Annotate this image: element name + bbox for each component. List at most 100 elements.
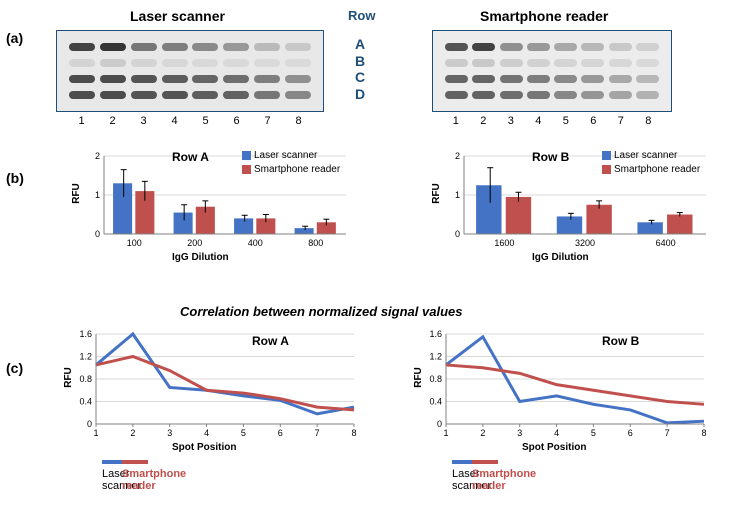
blot-spot bbox=[131, 59, 157, 68]
y-axis-label: RFU bbox=[71, 183, 82, 204]
blot-spot bbox=[223, 59, 249, 68]
svg-text:6400: 6400 bbox=[656, 238, 676, 248]
svg-text:4: 4 bbox=[554, 428, 559, 438]
col-number: 4 bbox=[172, 115, 178, 127]
svg-text:1600: 1600 bbox=[494, 238, 514, 248]
title-smartphone-reader: Smartphone reader bbox=[480, 8, 608, 24]
col-number: 8 bbox=[645, 115, 651, 127]
svg-text:0.8: 0.8 bbox=[79, 374, 92, 384]
svg-text:5: 5 bbox=[241, 428, 246, 438]
blot-spot bbox=[162, 43, 188, 52]
legend-smartphone: Smartphone reader bbox=[242, 164, 340, 175]
blot-spot bbox=[223, 75, 249, 84]
blot-spot bbox=[285, 43, 311, 52]
blot-image-laser bbox=[56, 30, 324, 112]
blot-spot bbox=[131, 91, 157, 100]
col-number: 7 bbox=[618, 115, 624, 127]
blot-spot bbox=[609, 59, 632, 68]
correlation-title: Correlation between normalized signal va… bbox=[180, 304, 462, 319]
svg-text:2: 2 bbox=[95, 151, 100, 161]
title-laser-scanner: Laser scanner bbox=[130, 8, 225, 24]
col-number: 6 bbox=[590, 115, 596, 127]
blot-spot bbox=[472, 43, 495, 52]
svg-text:3: 3 bbox=[167, 428, 172, 438]
line-chart-row-b: 00.40.81.21.612345678Row BRFUSpot Positi… bbox=[412, 326, 712, 466]
svg-text:800: 800 bbox=[308, 238, 323, 248]
blot-spot bbox=[636, 75, 659, 84]
blot-spot bbox=[192, 59, 218, 68]
svg-text:0: 0 bbox=[87, 419, 92, 429]
svg-text:0.8: 0.8 bbox=[429, 374, 442, 384]
svg-text:8: 8 bbox=[351, 428, 356, 438]
col-number: 8 bbox=[296, 115, 302, 127]
svg-text:1.2: 1.2 bbox=[429, 352, 442, 362]
blot-spot bbox=[554, 75, 577, 84]
col-number: 6 bbox=[234, 115, 240, 127]
bar-chart-row-b: 012160032006400Row BRFUIgG DilutionLaser… bbox=[432, 148, 712, 258]
blot-spot bbox=[609, 43, 632, 52]
svg-text:4: 4 bbox=[204, 428, 209, 438]
blot-spot bbox=[527, 91, 550, 100]
col-number: 3 bbox=[141, 115, 147, 127]
panel-a-label: (a) bbox=[6, 30, 23, 46]
svg-text:6: 6 bbox=[278, 428, 283, 438]
x-axis-label: IgG Dilution bbox=[172, 252, 229, 263]
chart-title: Row A bbox=[172, 150, 209, 164]
blot-spot bbox=[636, 91, 659, 100]
blot-spot bbox=[69, 43, 95, 52]
blot-spot bbox=[100, 75, 126, 84]
col-number: 5 bbox=[563, 115, 569, 127]
blot-spot bbox=[254, 43, 280, 52]
legend-laser: Laser scanner bbox=[242, 150, 317, 161]
blot-spot bbox=[131, 75, 157, 84]
x-axis-label: Spot Position bbox=[172, 442, 236, 453]
col-number: 4 bbox=[535, 115, 541, 127]
svg-text:1.2: 1.2 bbox=[79, 352, 92, 362]
blot-spot bbox=[445, 59, 468, 68]
blot-spot bbox=[254, 91, 280, 100]
blot-image-smartphone bbox=[432, 30, 672, 112]
legend-smartphone: Smartphone reader bbox=[602, 164, 700, 175]
blot-spot bbox=[162, 75, 188, 84]
blot-spot bbox=[223, 91, 249, 100]
blot-spot bbox=[162, 59, 188, 68]
blot-spot bbox=[472, 91, 495, 100]
blot-spot bbox=[69, 59, 95, 68]
blot-spot bbox=[100, 59, 126, 68]
blot-spot bbox=[609, 75, 632, 84]
col-number: 3 bbox=[508, 115, 514, 127]
svg-text:0: 0 bbox=[455, 229, 460, 239]
legend-laser: Laser scanner bbox=[602, 150, 677, 161]
svg-text:6: 6 bbox=[628, 428, 633, 438]
blot-spot bbox=[472, 59, 495, 68]
blot-spot bbox=[500, 75, 523, 84]
blot-spot bbox=[285, 91, 311, 100]
svg-text:2: 2 bbox=[130, 428, 135, 438]
svg-text:7: 7 bbox=[315, 428, 320, 438]
col-number: 5 bbox=[203, 115, 209, 127]
blot-spot bbox=[192, 43, 218, 52]
blot-spot bbox=[445, 43, 468, 52]
svg-text:8: 8 bbox=[701, 428, 706, 438]
col-number: 2 bbox=[110, 115, 116, 127]
svg-text:0: 0 bbox=[95, 229, 100, 239]
svg-text:3200: 3200 bbox=[575, 238, 595, 248]
blot-spot bbox=[581, 91, 604, 100]
svg-text:0.4: 0.4 bbox=[79, 397, 92, 407]
col-number: 1 bbox=[453, 115, 459, 127]
blot-spot bbox=[527, 43, 550, 52]
blot-spot bbox=[527, 59, 550, 68]
blot-spot bbox=[254, 59, 280, 68]
y-axis-label: RFU bbox=[431, 183, 442, 204]
col-number: 7 bbox=[265, 115, 271, 127]
blot-spot bbox=[609, 91, 632, 100]
svg-text:1: 1 bbox=[455, 190, 460, 200]
svg-text:5: 5 bbox=[591, 428, 596, 438]
svg-text:100: 100 bbox=[127, 238, 142, 248]
blot-spot bbox=[636, 43, 659, 52]
chart-title: Row A bbox=[252, 334, 289, 348]
blot-spot bbox=[162, 91, 188, 100]
svg-text:1.6: 1.6 bbox=[79, 329, 92, 339]
blot-spot bbox=[472, 75, 495, 84]
svg-text:1: 1 bbox=[443, 428, 448, 438]
